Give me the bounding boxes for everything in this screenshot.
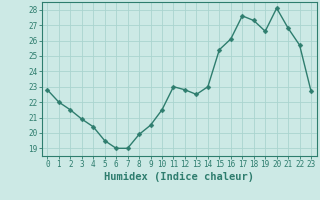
X-axis label: Humidex (Indice chaleur): Humidex (Indice chaleur) bbox=[104, 172, 254, 182]
